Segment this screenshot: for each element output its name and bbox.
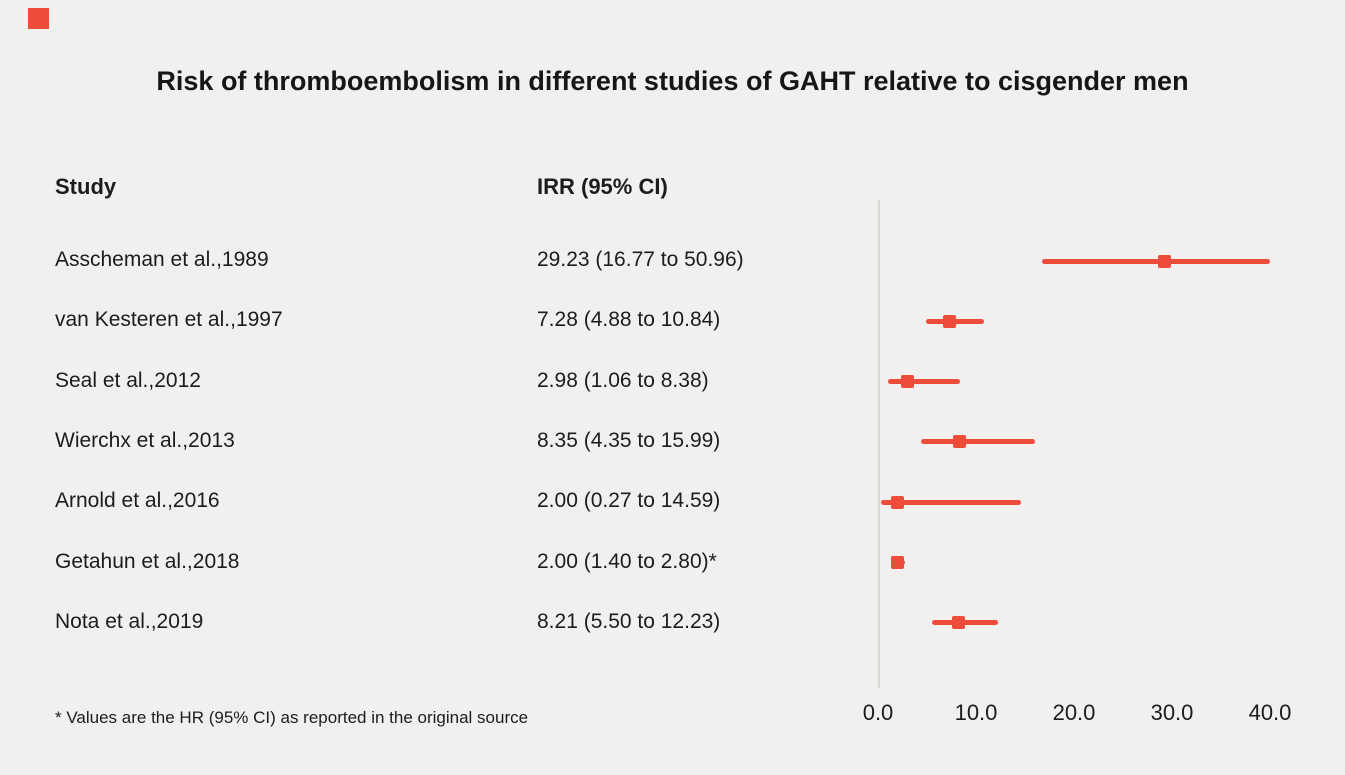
x-tick-label: 30.0: [1150, 700, 1194, 725]
footnote: * Values are the HR (95% CI) as reported…: [55, 708, 529, 727]
study-label: Arnold et al.,2016: [55, 489, 220, 513]
point-estimate-marker: [942, 314, 956, 328]
y-axis-line: [878, 200, 880, 688]
irr-value: 8.21 (5.50 to 12.23): [537, 609, 721, 633]
point-estimate-marker: [1157, 254, 1171, 268]
irr-value: 7.28 (4.88 to 10.84): [537, 308, 721, 332]
confidence-interval-line: [920, 439, 1035, 445]
point-estimate-marker: [953, 435, 967, 449]
point-estimate-marker: [891, 556, 905, 569]
point-estimate-marker: [951, 616, 965, 630]
chart-title: Risk of thromboembolism in different stu…: [156, 66, 1189, 96]
brand-logo-square: [28, 8, 49, 29]
irr-value: 2.98 (1.06 to 8.38): [537, 368, 709, 392]
point-estimate-marker: [900, 375, 914, 389]
study-label: Asscheman et al.,1989: [55, 248, 269, 271]
x-tick-label: 20.0: [1052, 700, 1096, 725]
x-tick-label: 40.0: [1248, 700, 1292, 725]
point-estimate-marker: [891, 495, 905, 509]
x-tick-label: 10.0: [954, 700, 998, 725]
irr-value: 29.23 (16.77 to 50.96): [537, 248, 744, 271]
irr-column-header: IRR (95% CI): [537, 174, 668, 199]
study-label: Wierchx et al.,2013: [55, 428, 235, 452]
study-label: Seal et al.,2012: [55, 368, 201, 392]
irr-value: 8.35 (4.35 to 15.99): [537, 428, 721, 452]
x-tick-label: 0.0: [862, 700, 894, 725]
study-column-header: Study: [55, 174, 117, 199]
irr-value: 2.00 (0.27 to 14.59): [537, 489, 721, 513]
study-label: Nota et al.,2019: [55, 609, 204, 633]
irr-value: 2.00 (1.40 to 2.80)*: [537, 549, 717, 573]
study-label: van Kesteren et al.,1997: [55, 308, 283, 332]
study-label: Getahun et al.,2018: [55, 549, 240, 573]
confidence-interval-line: [880, 499, 1021, 505]
confidence-interval-line: [888, 379, 961, 385]
confidence-interval-line: [1042, 258, 1270, 264]
